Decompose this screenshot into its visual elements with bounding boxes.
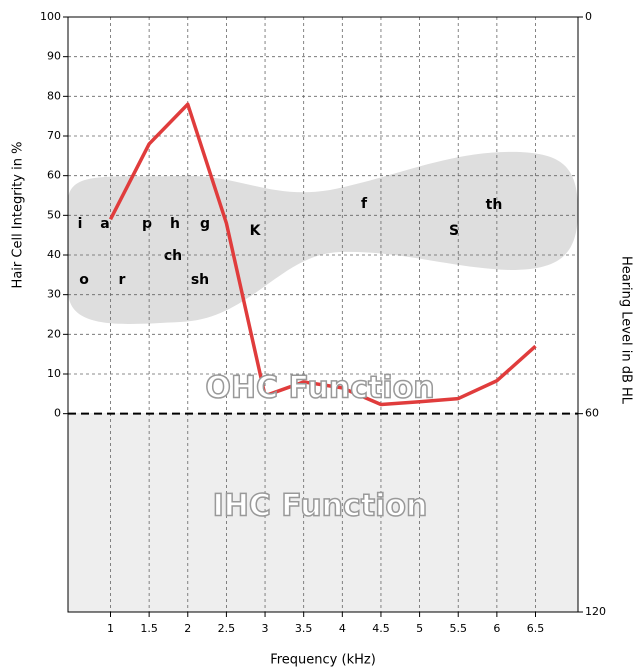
- x-tick-label: 6.5: [527, 622, 545, 635]
- phoneme: f: [361, 196, 368, 212]
- y2-tick-label: 120: [585, 605, 606, 618]
- y-tick-label: 100: [40, 10, 61, 23]
- x-tick-label: 3: [262, 622, 269, 635]
- phoneme: S: [449, 223, 459, 239]
- speech-banana: [68, 151, 578, 324]
- y-tick-label: 20: [47, 327, 61, 340]
- x-tick-label: 2.5: [218, 622, 236, 635]
- ihc-region: [68, 413, 578, 612]
- y-tick-label: 70: [47, 129, 61, 142]
- phoneme: p: [142, 216, 152, 232]
- y-tick-label: 10: [47, 367, 61, 380]
- x-axis-label: Frequency (kHz): [270, 653, 376, 668]
- y-tick-label: 0: [54, 407, 61, 420]
- phoneme: ch: [164, 248, 182, 264]
- phoneme: i: [78, 216, 83, 232]
- phoneme: r: [119, 272, 126, 288]
- x-tick-label: 2: [184, 622, 191, 635]
- y-tick-label: 80: [47, 89, 61, 102]
- phoneme: K: [250, 223, 262, 239]
- y-axis-label: Hair Cell Integrity in %: [11, 142, 26, 289]
- x-tick-label: 1: [107, 622, 114, 635]
- y-tick-label: 30: [47, 288, 61, 301]
- phoneme: h: [170, 216, 180, 232]
- phoneme: o: [79, 272, 89, 288]
- ihc-label: IHC Function: [213, 489, 428, 524]
- data-line: [108, 102, 537, 407]
- phoneme: th: [486, 197, 503, 213]
- plot-frame: [67, 16, 579, 613]
- phoneme: sh: [191, 272, 209, 288]
- x-tick-label: 3.5: [295, 622, 313, 635]
- x-tick-label: 5.5: [449, 622, 467, 635]
- x-tick-label: 4.5: [372, 622, 390, 635]
- phoneme: g: [200, 216, 210, 232]
- phoneme: a: [100, 216, 109, 232]
- x-tick-label: 5: [416, 622, 423, 635]
- y-tick-label: 40: [47, 248, 61, 261]
- y-tick-label: 90: [47, 50, 61, 63]
- x-tick-label: 4: [339, 622, 346, 635]
- x-tick-label: 6: [493, 622, 500, 635]
- y-tick-label: 60: [47, 169, 61, 182]
- x-tick-label: 1.5: [140, 622, 158, 635]
- y2-tick-label: 0: [585, 10, 592, 23]
- ohc-label: OHC Function: [205, 371, 434, 406]
- y-tick-label: 50: [47, 208, 61, 221]
- y2-axis-label: Hearing Level in dB HL: [619, 256, 634, 405]
- y2-tick-label: 60: [585, 407, 599, 420]
